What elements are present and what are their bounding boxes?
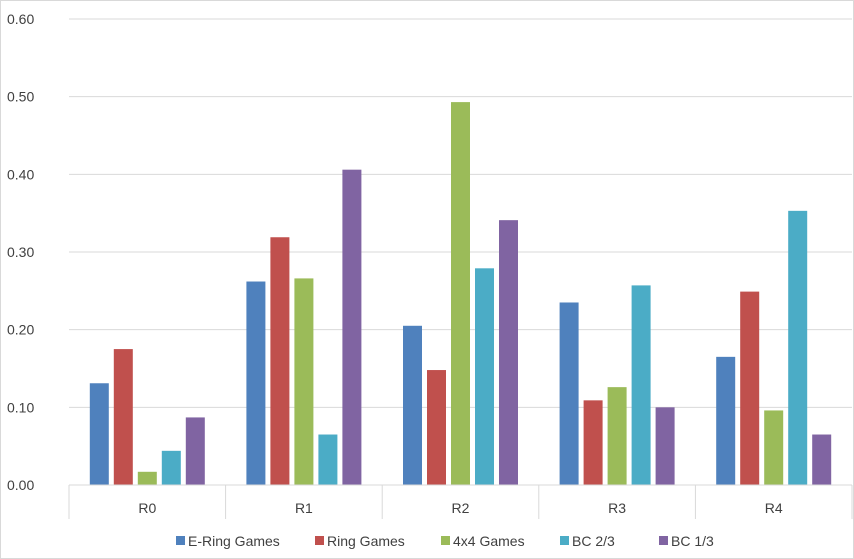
bar-4x4-games-r0 [137, 471, 157, 485]
x-tick-label: R0 [138, 500, 156, 516]
legend-label: BC 2/3 [572, 533, 615, 549]
bar-e-ring-games-r3 [559, 302, 579, 485]
bar-bc-1-3-r2 [499, 220, 518, 485]
legend-label: 4x4 Games [453, 533, 525, 549]
y-axis-tick-labels: 0.00 0.10 0.20 0.30 0.40 0.50 0.60 [7, 11, 34, 493]
legend-swatch [560, 536, 569, 545]
bar-e-ring-games-r4 [716, 356, 736, 485]
bar-bc-1-3-r3 [655, 407, 675, 485]
y-tick-label: 0.20 [7, 322, 34, 338]
legend-label: E-Ring Games [188, 533, 280, 549]
bar-4x4-games-r4 [764, 410, 784, 485]
legend-swatch [176, 536, 185, 545]
bar-bc-1-3-r4 [812, 434, 832, 485]
bar-bc-1-3-r1 [342, 169, 362, 485]
bar-4x4-games-r2 [451, 102, 470, 485]
bar-ring-games-r1 [270, 237, 290, 485]
bar-4x4-games-r3 [607, 387, 627, 485]
bar-ring-games-r4 [740, 291, 760, 485]
legend-label: BC 1/3 [671, 533, 714, 549]
bar-series [89, 102, 832, 485]
bar-bc-1-3-r0 [185, 417, 205, 485]
legend-swatch [659, 536, 668, 545]
y-tick-label: 0.10 [7, 399, 34, 415]
bar-e-ring-games-r1 [246, 281, 266, 485]
bar-ring-games-r0 [113, 349, 133, 485]
bar-bc-2-3-r0 [161, 450, 181, 485]
y-tick-label: 0.30 [7, 244, 34, 260]
bar-bc-2-3-r2 [475, 268, 494, 485]
x-tick-label: R1 [295, 500, 313, 516]
x-axis: R0 R1 R2 R3 R4 [68, 484, 853, 519]
bar-ring-games-r2 [427, 370, 446, 485]
bar-bc-2-3-r3 [631, 285, 651, 485]
bar-bc-2-3-r4 [788, 210, 808, 485]
legend: E-Ring Games Ring Games 4x4 Games BC 2/3 BC … [176, 533, 714, 549]
y-tick-label: 0.00 [7, 477, 34, 493]
bar-4x4-games-r1 [294, 278, 314, 485]
y-tick-label: 0.60 [7, 11, 34, 27]
bar-bc-2-3-r1 [318, 434, 338, 485]
x-tick-label: R2 [452, 500, 470, 516]
x-tick-label: R3 [608, 500, 626, 516]
bar-e-ring-games-r0 [89, 383, 109, 485]
y-tick-label: 0.50 [7, 89, 34, 105]
legend-label: Ring Games [327, 533, 405, 549]
legend-swatch [315, 536, 324, 545]
bar-ring-games-r3 [583, 400, 603, 485]
bar-e-ring-games-r2 [403, 325, 422, 485]
y-tick-label: 0.40 [7, 166, 34, 182]
legend-swatch [441, 536, 450, 545]
x-tick-label: R4 [765, 500, 783, 516]
